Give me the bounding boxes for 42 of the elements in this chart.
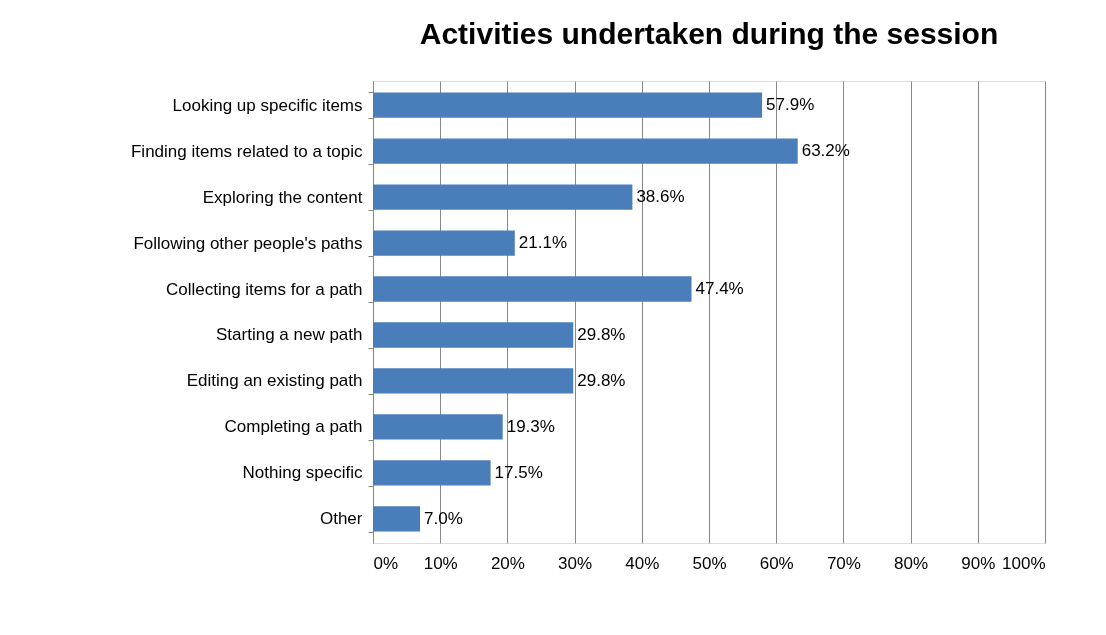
- x-tick-label: 30%: [558, 553, 593, 573]
- data-label: 19.3%: [506, 416, 555, 436]
- data-label: 21.1%: [518, 233, 567, 253]
- data-label: 63.2%: [801, 141, 850, 161]
- y-tick-label: Editing an existing path: [186, 371, 363, 391]
- data-label: 17.5%: [494, 462, 543, 482]
- y-tick-label: Starting a new path: [216, 325, 363, 345]
- x-tick-label: 100%: [1002, 553, 1046, 573]
- bar: [373, 322, 574, 348]
- x-tick-label: 70%: [826, 553, 861, 573]
- y-tick-label: Finding items related to a topic: [130, 141, 363, 161]
- x-tick-label: 10%: [423, 553, 458, 573]
- bar: [373, 414, 503, 440]
- x-tick-label: 90%: [961, 553, 996, 573]
- data-label: 7.0%: [424, 508, 463, 528]
- chart-title: Activities undertaken during the session: [419, 17, 999, 50]
- data-label: 47.4%: [695, 279, 744, 299]
- x-tick-label: 60%: [759, 553, 794, 573]
- bar: [373, 92, 763, 118]
- x-tick-label: 80%: [894, 553, 929, 573]
- x-tick-label: 40%: [625, 553, 660, 573]
- bar: [373, 506, 421, 532]
- bar: [373, 460, 491, 486]
- y-tick-label: Nothing specific: [242, 463, 363, 483]
- y-tick-label: Exploring the content: [202, 187, 363, 207]
- bar: [373, 230, 515, 256]
- data-label: 29.8%: [577, 324, 626, 344]
- x-tick-label: 20%: [490, 553, 525, 573]
- data-label: 38.6%: [636, 187, 685, 207]
- x-tick-label: 50%: [692, 553, 727, 573]
- bar: [373, 368, 574, 394]
- y-tick-label: Following other people's paths: [133, 233, 363, 253]
- y-tick-label: Collecting items for a path: [165, 279, 363, 299]
- x-tick-label: 0%: [373, 553, 399, 573]
- bar: [373, 276, 692, 302]
- y-tick-label: Looking up specific items: [172, 95, 363, 115]
- data-label: 29.8%: [577, 370, 626, 390]
- y-tick-label: Other: [319, 509, 363, 529]
- data-label: 57.9%: [766, 95, 815, 115]
- y-tick-label: Completing a path: [224, 417, 363, 437]
- bar: [373, 184, 633, 210]
- bar: [373, 138, 798, 164]
